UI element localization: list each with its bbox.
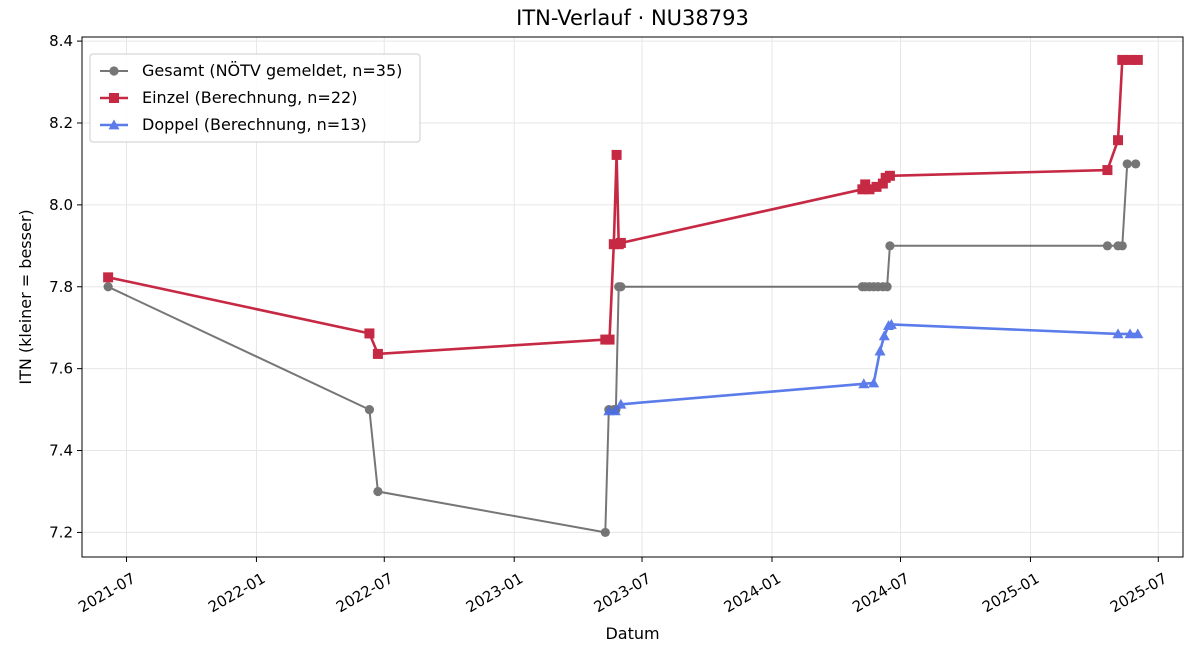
data-point [364,328,375,339]
data-point [373,486,383,497]
data-point [615,398,627,409]
series-square-group [103,54,1143,359]
data-point [885,241,895,251]
legend: Gesamt (NÖTV gemeldet, n=35) Einzel (Bere… [89,53,421,143]
y-tick-label: 7.6 [49,360,73,378]
data-point [1124,328,1136,339]
plot-frame [81,36,1184,558]
series-layer [103,54,1144,538]
y-tick-label: 8.0 [49,196,73,214]
legend-label: Gesamt (NÖTV gemeldet, n=35) [142,61,402,80]
data-point [600,527,610,538]
data-point [1117,54,1128,65]
y-tick-label: 8.2 [49,114,73,132]
y-tick-label: 7.4 [49,442,73,460]
y-axis-label: ITN (kleiner = besser) [16,209,35,384]
legend-label: Doppel (Berechnung, n=13) [142,115,367,134]
series-circle-group [103,159,1141,538]
data-point [1125,54,1136,65]
data-point [1131,159,1141,169]
chart-title: ITN-Verlauf · NU38793 [516,6,749,30]
y-tick-label: 7.2 [49,523,73,541]
data-point [604,334,615,345]
data-point [615,237,626,248]
x-axis-label: Datum [605,624,659,643]
series-triangle-group [603,318,1144,416]
data-point [616,282,626,292]
data-point [858,378,870,389]
data-point [868,377,880,388]
legend-swatch-marker [109,93,119,103]
data-point [877,178,888,189]
y-tick-label: 8.4 [49,32,73,50]
legend-item [100,93,128,103]
data-point [1132,328,1144,339]
data-point [871,181,882,192]
data-point [885,318,897,329]
data-point [884,170,895,181]
legend-swatch-marker [108,119,120,130]
data-point [1117,241,1127,251]
data-point [1113,135,1124,146]
data-point [1122,159,1132,169]
legend-item [100,66,128,76]
data-point [878,330,890,341]
data-point [611,149,622,160]
data-point [874,345,886,356]
y-tick-label: 7.8 [49,278,73,296]
data-point [103,282,113,292]
data-point [1112,328,1124,339]
legend-label: Einzel (Berechnung, n=22) [142,88,357,107]
data-point [864,184,875,195]
data-point [882,282,892,292]
data-point [1102,165,1113,176]
legend-item [100,119,128,130]
legend-swatch-marker [109,66,119,76]
data-point [1102,241,1113,251]
data-point [609,405,621,416]
data-point [1132,54,1143,65]
data-point [372,348,383,359]
data-point [364,404,375,415]
legend-box [89,53,421,143]
data-point [103,272,114,283]
